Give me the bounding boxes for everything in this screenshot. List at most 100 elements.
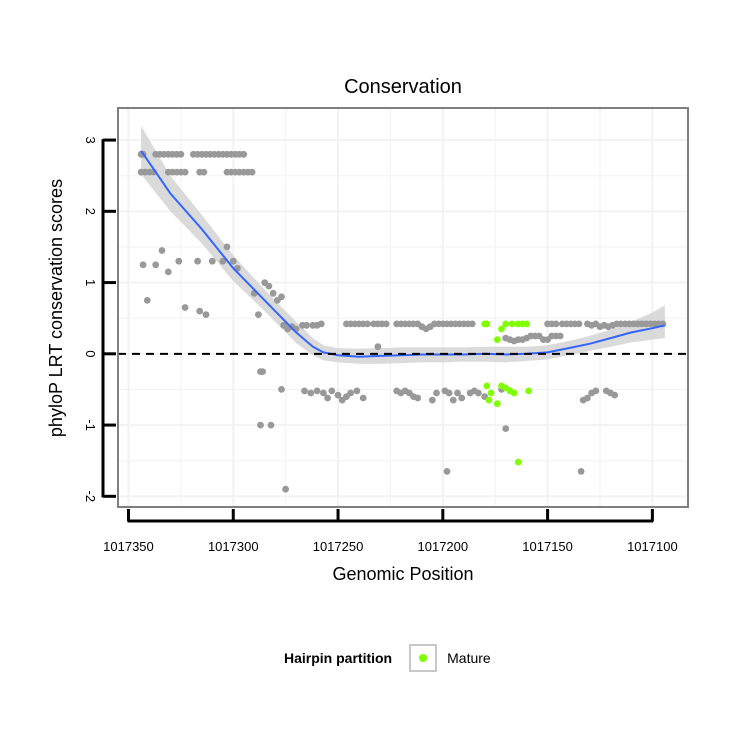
data-point xyxy=(248,168,256,176)
confidence-ribbon-group xyxy=(141,125,665,364)
data-point xyxy=(257,421,264,429)
x-tick-label: 1017150 xyxy=(522,539,573,554)
x-axis: 1017350 1017300 1017250 1017200 1017150 10171… xyxy=(103,509,678,554)
data-point xyxy=(324,394,331,402)
mature-point xyxy=(485,396,493,404)
data-point xyxy=(202,311,210,318)
x-tick-label: 1017350 xyxy=(103,539,154,554)
legend-label-mature: Mature xyxy=(447,650,491,666)
legend: Hairpin partition Mature xyxy=(284,642,491,674)
mature-point xyxy=(523,320,530,328)
data-point xyxy=(139,261,147,269)
smooth-line-group xyxy=(140,150,666,358)
data-point xyxy=(556,332,564,340)
data-point xyxy=(181,304,189,311)
data-point xyxy=(353,387,361,395)
data-point xyxy=(433,389,440,397)
data-point xyxy=(364,320,371,328)
data-point xyxy=(577,468,585,475)
data-point xyxy=(317,320,325,328)
data-point xyxy=(177,150,185,158)
points-group xyxy=(137,150,667,493)
y-tick-label: 1 xyxy=(83,279,98,286)
data-point xyxy=(320,389,327,397)
mature-point xyxy=(502,320,510,328)
data-point xyxy=(454,389,461,397)
data-point xyxy=(552,320,560,328)
data-point xyxy=(328,387,336,395)
grid xyxy=(118,108,688,507)
data-point xyxy=(219,257,227,265)
data-point xyxy=(414,394,422,402)
data-point xyxy=(175,257,183,265)
data-point xyxy=(208,257,216,265)
y-axis: 3 2 1 0 -1 -2 xyxy=(83,136,116,502)
x-tick-label: 1017250 xyxy=(313,539,364,554)
data-point xyxy=(445,389,453,397)
data-point xyxy=(240,150,248,158)
data-point xyxy=(468,320,476,328)
data-point xyxy=(255,311,262,318)
data-point xyxy=(200,168,208,176)
data-point xyxy=(158,247,166,254)
data-point xyxy=(575,320,583,328)
chart-title: Conservation xyxy=(344,76,462,98)
data-point xyxy=(259,368,266,375)
confidence-ribbon xyxy=(141,125,665,364)
data-point xyxy=(374,343,382,351)
legend-dot-mature xyxy=(419,654,428,662)
data-point xyxy=(301,387,308,395)
y-tick-label: 0 xyxy=(83,350,98,357)
mature-point xyxy=(508,320,516,328)
legend-key-mature xyxy=(409,644,438,672)
data-point xyxy=(611,391,619,399)
data-point xyxy=(475,389,482,397)
data-point xyxy=(143,297,151,304)
x-axis-label: Genomic Position xyxy=(332,564,473,584)
data-point xyxy=(269,289,277,297)
data-point xyxy=(223,243,231,251)
y-axis-label: phyloP LRT conservation scores xyxy=(46,179,66,437)
data-point xyxy=(196,307,204,315)
data-point xyxy=(334,391,342,399)
data-point xyxy=(278,293,285,301)
data-point xyxy=(359,394,367,402)
data-point xyxy=(347,389,354,397)
y-tick-label: 3 xyxy=(83,136,98,143)
data-point xyxy=(443,468,451,475)
y-tick-label: -2 xyxy=(83,491,98,503)
data-point xyxy=(229,257,237,265)
mature-point xyxy=(493,400,501,408)
data-point xyxy=(502,425,510,432)
data-point xyxy=(307,389,315,397)
data-point xyxy=(152,261,160,269)
mature-point xyxy=(487,389,495,397)
data-point xyxy=(267,421,275,429)
data-point xyxy=(449,396,457,404)
mature-point xyxy=(483,382,491,390)
x-tick-label: 1017200 xyxy=(418,539,469,554)
data-point xyxy=(282,485,289,493)
data-point xyxy=(382,320,390,328)
mature-point xyxy=(483,320,491,328)
data-point xyxy=(278,386,285,393)
legend-title: Hairpin partition xyxy=(284,650,393,666)
data-point xyxy=(584,394,591,402)
data-point xyxy=(181,168,189,176)
mature-point xyxy=(510,389,518,397)
data-point xyxy=(303,321,310,329)
data-point xyxy=(592,387,600,395)
x-tick-label: 1017100 xyxy=(627,539,678,554)
data-point xyxy=(265,282,273,290)
data-point xyxy=(194,257,202,265)
smooth-line xyxy=(140,150,666,358)
y-tick-label: -1 xyxy=(83,419,98,431)
data-point xyxy=(164,268,172,276)
y-tick-label: 2 xyxy=(83,208,98,215)
mature-point xyxy=(525,387,533,395)
data-point xyxy=(458,394,466,402)
data-point xyxy=(428,396,436,404)
plot-frame xyxy=(117,107,689,508)
data-point xyxy=(313,387,321,395)
x-tick-label: 1017300 xyxy=(208,539,259,554)
